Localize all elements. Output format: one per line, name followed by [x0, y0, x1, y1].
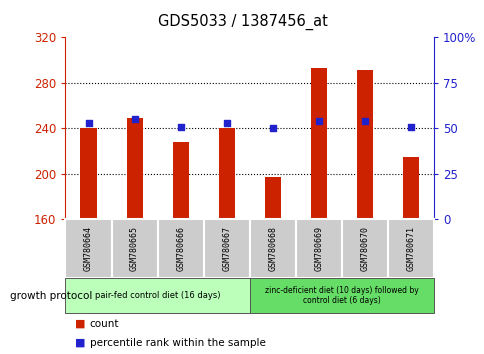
Point [84, 120, 92, 126]
Text: ■: ■ [75, 319, 86, 329]
Point [406, 124, 414, 129]
Bar [126, 118, 142, 219]
Point [360, 118, 368, 124]
Bar [111, 219, 157, 278]
Text: GSM780664: GSM780664 [84, 226, 93, 271]
Bar [341, 219, 387, 278]
Point [176, 124, 184, 129]
Bar [387, 219, 433, 278]
Text: GSM780669: GSM780669 [314, 226, 323, 271]
Bar [65, 219, 111, 278]
Bar [203, 219, 249, 278]
Bar [249, 278, 433, 313]
Bar [157, 219, 203, 278]
Bar [80, 128, 96, 219]
Text: growth protocol: growth protocol [10, 291, 92, 301]
Text: GSM780668: GSM780668 [268, 226, 277, 271]
Text: count: count [90, 319, 119, 329]
Text: GSM780667: GSM780667 [222, 226, 231, 271]
Text: ■: ■ [75, 338, 86, 348]
Bar [402, 157, 418, 219]
Bar [295, 219, 341, 278]
Point [222, 120, 230, 126]
Text: GSM780665: GSM780665 [130, 226, 139, 271]
Bar [310, 68, 326, 219]
Bar [172, 142, 188, 219]
Text: zinc-deficient diet (10 days) followed by
control diet (6 days): zinc-deficient diet (10 days) followed b… [264, 286, 418, 305]
Point [314, 118, 322, 124]
Bar [264, 177, 280, 219]
Text: GSM780670: GSM780670 [360, 226, 369, 271]
Point [130, 116, 138, 122]
Text: pair-fed control diet (16 days): pair-fed control diet (16 days) [95, 291, 220, 300]
Point [268, 125, 276, 131]
Bar [218, 128, 234, 219]
Text: GSM780666: GSM780666 [176, 226, 185, 271]
Bar [356, 70, 372, 219]
Text: GSM780671: GSM780671 [406, 226, 415, 271]
Text: GDS5033 / 1387456_at: GDS5033 / 1387456_at [157, 14, 327, 30]
Bar [249, 219, 295, 278]
Bar [65, 278, 249, 313]
Text: percentile rank within the sample: percentile rank within the sample [90, 338, 265, 348]
